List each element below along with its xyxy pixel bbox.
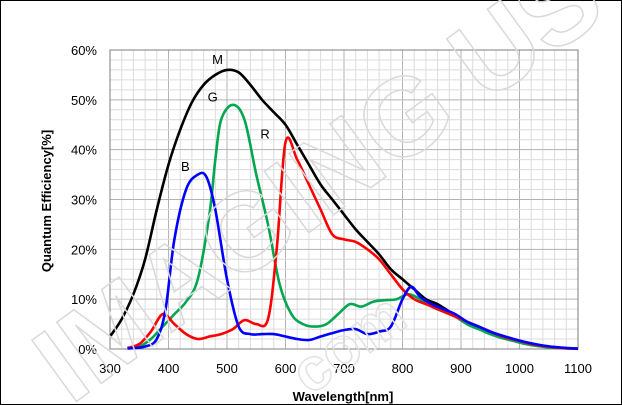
y-tick-label: 10% — [71, 292, 97, 307]
y-tick-label: 60% — [71, 43, 97, 58]
plot-border — [109, 49, 579, 350]
series-line-g — [127, 103, 579, 351]
x-tick-label: 700 — [333, 361, 355, 376]
x-tick-label: 600 — [275, 361, 297, 376]
x-tick-label: 500 — [216, 361, 238, 376]
series-label-g: G — [208, 89, 218, 104]
y-tick-label: 40% — [71, 143, 97, 158]
x-axis-ticks: 300 400 500 600 700 800 900 1000 1100 — [99, 361, 592, 376]
y-axis-ticks: 0% 10% 20% 30% 40% 50% 60% — [71, 43, 97, 357]
x-tick-label: 900 — [450, 361, 472, 376]
x-axis-title: Wavelength[nm] — [293, 389, 394, 404]
series-labels: M G R B — [181, 52, 270, 174]
y-tick-label: 20% — [71, 242, 97, 257]
x-tick-label: 1000 — [505, 361, 534, 376]
series-lines — [108, 68, 579, 351]
series-label-b: B — [181, 159, 190, 174]
y-axis-title: Quantum Efficiency[%] — [39, 130, 54, 272]
series-line-b — [127, 171, 579, 351]
x-tick-label: 800 — [392, 361, 414, 376]
series-label-m: M — [212, 52, 223, 67]
y-tick-label: 0% — [78, 342, 97, 357]
x-tick-label: 400 — [158, 361, 180, 376]
y-tick-label: 30% — [71, 193, 97, 208]
y-tick-label: 50% — [71, 93, 97, 108]
plot-area — [109, 49, 579, 350]
x-tick-label: 300 — [99, 361, 121, 376]
x-tick-label: 1100 — [564, 361, 592, 376]
series-label-r: R — [260, 127, 269, 142]
